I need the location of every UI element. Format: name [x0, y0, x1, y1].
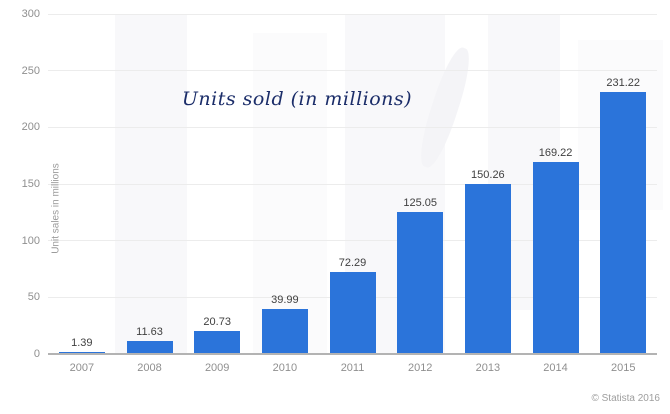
bar-value-label-2015: 231.22: [606, 76, 641, 89]
x-axis-label-2011: 2011: [340, 362, 365, 374]
x-axis-label-2013: 2013: [475, 362, 501, 374]
bar-group-2011: 72.29: [319, 14, 387, 354]
x-axis-labels: 2007 2008 2009 2010 2011 2012 2013 2014 2015: [48, 362, 657, 374]
x-axis-label-2015: 2015: [610, 362, 636, 374]
bar-2012[interactable]: [397, 212, 444, 354]
x-axis-label-2007: 2007: [69, 362, 95, 374]
gridline-100: [48, 240, 657, 242]
bar-2014[interactable]: [532, 162, 579, 354]
bar-value-label-2009: 20.73: [203, 315, 231, 328]
y-axis-tick-50: 50: [27, 291, 40, 304]
x-axis-label-2010: 2010: [272, 362, 298, 374]
bar-group-2013: 150.26: [454, 14, 522, 354]
x-axis-line: [48, 353, 657, 355]
gridline-300: [48, 13, 657, 15]
x-axis-label-2008: 2008: [137, 362, 162, 374]
bar-value-label-2008: 11.63: [136, 325, 163, 338]
bar-group-2014: 169.22: [522, 14, 590, 354]
bar-value-label-2012: 125.05: [403, 197, 438, 210]
bar-value-label-2013: 150.26: [471, 168, 505, 181]
bar-2011[interactable]: [329, 272, 376, 354]
bar-group-2015: 231.22: [589, 14, 657, 354]
bar-2008[interactable]: [126, 340, 173, 354]
x-axis-label-2009: 2009: [204, 362, 230, 374]
bar-2015[interactable]: [600, 91, 647, 354]
chart-title: Units sold (in millions): [181, 88, 413, 110]
bar-value-label-2010: 39.99: [271, 293, 299, 306]
bar-group-2009: 20.73: [183, 14, 251, 354]
plot-area: 0 50 100 150 200 250 300 1.39 11.63 20.73 39.99 72…: [22, 8, 657, 360]
copyright-label: © Statista 2016: [591, 393, 660, 404]
bar-group-2012: 125.05: [386, 14, 454, 354]
y-axis-tick-0: 0: [33, 348, 40, 360]
bar-group-2008: 11.63: [116, 14, 184, 354]
gridline-250: [48, 70, 657, 72]
y-axis-tick-200: 200: [21, 121, 40, 134]
y-axis-title: Unit sales in millions: [50, 163, 62, 254]
bar-value-label-2011: 72.29: [338, 257, 367, 270]
bar-2010[interactable]: [261, 308, 308, 354]
y-axis-tick-300: 300: [21, 8, 40, 20]
x-axis-label-2012: 2012: [407, 362, 433, 374]
bar-value-label-2014: 169.22: [538, 147, 573, 160]
bar-group-2010: 39.99: [251, 14, 319, 354]
background-watermark: [253, 33, 327, 354]
gridline-150: [48, 183, 657, 185]
x-axis-label-2014: 2014: [543, 362, 568, 374]
y-axis-tick-100: 100: [21, 234, 40, 247]
bar-2009[interactable]: [194, 330, 241, 354]
y-axis-tick-150: 150: [21, 178, 40, 190]
bar-2013[interactable]: [464, 183, 511, 354]
bars-container: 1.39 11.63 20.73 39.99 72.29 125.05 150.26 169.…: [48, 14, 657, 354]
gridline-200: [48, 126, 657, 128]
y-axis-tick-250: 250: [21, 64, 40, 77]
bar-value-label-2007: 1.39: [71, 337, 93, 349]
